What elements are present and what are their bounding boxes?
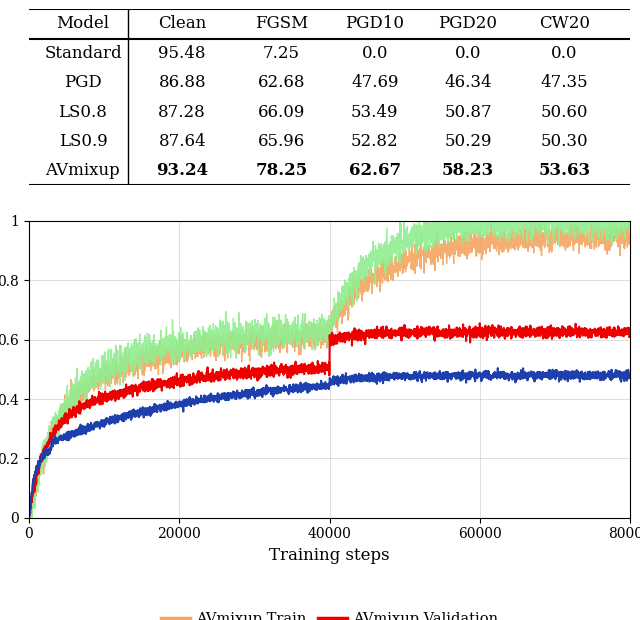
- X-axis label: Training steps: Training steps: [269, 547, 390, 564]
- Text: PGD10: PGD10: [345, 16, 404, 32]
- Text: 50.60: 50.60: [540, 104, 588, 120]
- Text: 62.68: 62.68: [258, 74, 305, 91]
- Text: 53.63: 53.63: [538, 162, 590, 179]
- Text: 95.48: 95.48: [159, 45, 206, 62]
- Text: 93.24: 93.24: [156, 162, 208, 179]
- Text: 7.25: 7.25: [263, 45, 300, 62]
- Text: Clean: Clean: [158, 16, 206, 32]
- Text: Standard: Standard: [44, 45, 122, 62]
- Text: 78.25: 78.25: [255, 162, 308, 179]
- Text: FGSM: FGSM: [255, 16, 308, 32]
- Text: 87.64: 87.64: [158, 133, 206, 150]
- Text: 0.0: 0.0: [362, 45, 388, 62]
- Text: CW20: CW20: [539, 16, 589, 32]
- Text: 50.87: 50.87: [444, 104, 492, 120]
- Text: 47.35: 47.35: [540, 74, 588, 91]
- Legend: AVmixup Train, PGD Train, AVmixup Validation, PGD Validation: AVmixup Train, PGD Train, AVmixup Valida…: [155, 606, 504, 620]
- Text: 46.34: 46.34: [444, 74, 492, 91]
- Text: 52.82: 52.82: [351, 133, 399, 150]
- Text: Model: Model: [56, 16, 109, 32]
- Text: 47.69: 47.69: [351, 74, 399, 91]
- Text: PGD: PGD: [64, 74, 102, 91]
- Text: 65.96: 65.96: [258, 133, 305, 150]
- Text: PGD20: PGD20: [438, 16, 497, 32]
- Text: 53.49: 53.49: [351, 104, 399, 120]
- Text: 0.0: 0.0: [454, 45, 481, 62]
- Text: AVmixup: AVmixup: [45, 162, 120, 179]
- Text: 87.28: 87.28: [158, 104, 206, 120]
- Text: 0.0: 0.0: [551, 45, 577, 62]
- Text: LS0.8: LS0.8: [58, 104, 108, 120]
- Text: 50.29: 50.29: [444, 133, 492, 150]
- Text: 50.30: 50.30: [540, 133, 588, 150]
- Text: 66.09: 66.09: [258, 104, 305, 120]
- Text: 62.67: 62.67: [349, 162, 401, 179]
- Text: LS0.9: LS0.9: [59, 133, 108, 150]
- Text: 58.23: 58.23: [442, 162, 494, 179]
- Text: 86.88: 86.88: [158, 74, 206, 91]
